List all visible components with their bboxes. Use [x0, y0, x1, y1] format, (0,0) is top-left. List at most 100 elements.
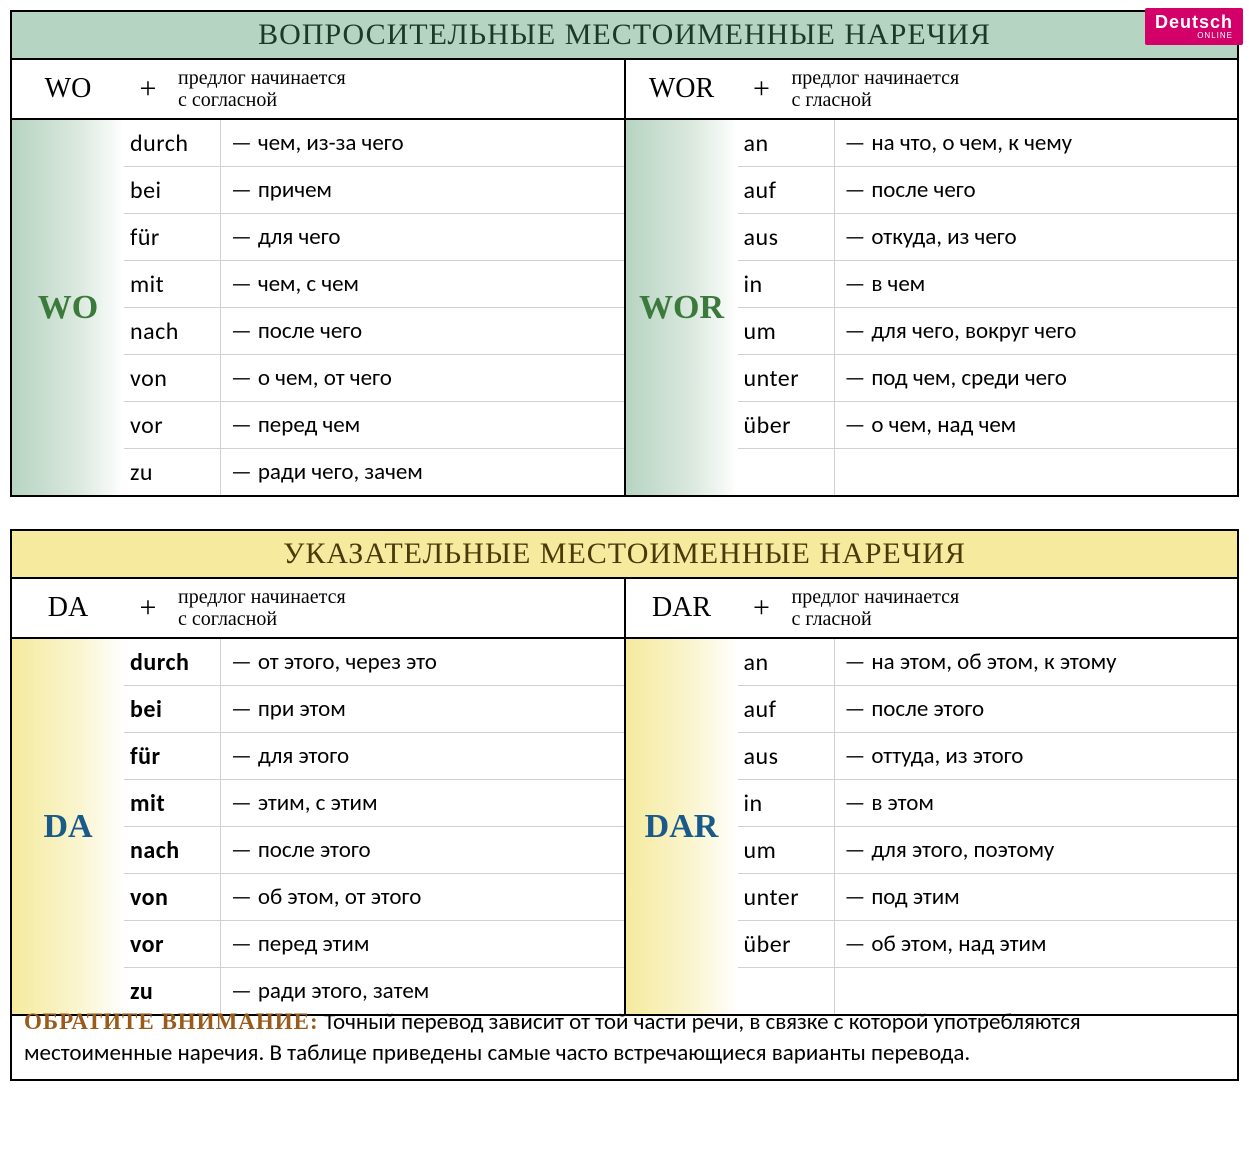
dash-icon: —	[845, 836, 866, 864]
table-row: auf— после этого	[738, 686, 1238, 733]
dash-icon: —	[231, 836, 252, 864]
preposition-cell: aus	[738, 223, 834, 252]
table-row: nach— после этого	[124, 827, 624, 874]
preposition-cell: von	[124, 883, 220, 912]
dash-icon: —	[231, 789, 252, 817]
dash-icon: —	[231, 648, 252, 676]
preposition-cell: in	[738, 789, 834, 818]
header-plus: +	[124, 591, 172, 625]
preposition-cell: zu	[124, 977, 220, 1006]
translation-cell: — от этого, через это	[220, 639, 624, 685]
dash-icon: —	[845, 648, 866, 676]
dash-icon: —	[231, 317, 252, 345]
column-0: WO+предлог начинаетсяс согласнойWOdurch—…	[12, 60, 626, 495]
translation-cell: — при этом	[220, 686, 624, 732]
table-row: aus— откуда, из чего	[738, 214, 1238, 261]
preposition-cell: durch	[124, 648, 220, 677]
table-row: auf— после чего	[738, 167, 1238, 214]
dash-icon: —	[231, 930, 252, 958]
preposition-cell: mit	[124, 270, 220, 299]
header-prefix: DAR	[626, 588, 738, 628]
translation-cell: — в этом	[834, 780, 1238, 826]
table-row: zu— ради чего, зачем	[124, 449, 624, 495]
dash-icon: —	[231, 364, 252, 392]
table-row: von— об этом, от этого	[124, 874, 624, 921]
dash-icon: —	[231, 458, 252, 486]
table-row	[738, 449, 1238, 495]
translation-cell: — о чем, над чем	[834, 402, 1238, 448]
header-note: предлог начинаетсяс согласной	[172, 582, 624, 634]
column-0: DA+предлог начинаетсяс согласнойDAdurch—…	[12, 579, 626, 1014]
translation-cell: — откуда, из чего	[834, 214, 1238, 260]
translation-cell: — ради чего, зачем	[220, 449, 624, 495]
translation-cell: — о чем, от чего	[220, 355, 624, 401]
table-row: vor— перед чем	[124, 402, 624, 449]
table-row: nach— после чего	[124, 308, 624, 355]
column-header: WO+предлог начинаетсяс согласной	[12, 60, 624, 120]
header-prefix: WOR	[626, 69, 738, 109]
preposition-cell: von	[124, 364, 220, 393]
translation-cell: — для чего	[220, 214, 624, 260]
translation-cell: — для этого, поэтому	[834, 827, 1238, 873]
column-1: DAR+предлог начинаетсяс гласнойDARan— на…	[626, 579, 1238, 1014]
dash-icon: —	[231, 977, 252, 1005]
header-plus: +	[738, 72, 786, 106]
table-row: unter— под этим	[738, 874, 1238, 921]
translation-cell: — перед чем	[220, 402, 624, 448]
dash-icon: —	[845, 223, 866, 251]
table-row: mit— этим, с этим	[124, 780, 624, 827]
translation-cell: — после чего	[220, 308, 624, 354]
dash-icon: —	[845, 176, 866, 204]
dash-icon: —	[845, 789, 866, 817]
section-title: УКАЗАТЕЛЬНЫЕ МЕСТОИМЕННЫЕ НАРЕЧИЯ	[12, 531, 1237, 579]
header-note: предлог начинаетсяс гласной	[786, 63, 1238, 115]
preposition-cell: über	[738, 411, 834, 440]
preposition-cell: um	[738, 317, 834, 346]
translation-cell: — для чего, вокруг чего	[834, 308, 1238, 354]
translation-cell: — после чего	[834, 167, 1238, 213]
translation-cell: — под чем, среди чего	[834, 355, 1238, 401]
section-1: УКАЗАТЕЛЬНЫЕ МЕСТОИМЕННЫЕ НАРЕЧИЯDA+пред…	[10, 529, 1239, 1016]
translation-cell: — после этого	[834, 686, 1238, 732]
preposition-cell: in	[738, 270, 834, 299]
dash-icon: —	[231, 129, 252, 157]
section-0: ВОПРОСИТЕЛЬНЫЕ МЕСТОИМЕННЫЕ НАРЕЧИЯDeuts…	[10, 10, 1239, 497]
preposition-cell: bei	[124, 695, 220, 724]
translation-cell: — причем	[220, 167, 624, 213]
preposition-cell: über	[738, 930, 834, 959]
dash-icon: —	[231, 883, 252, 911]
preposition-cell: nach	[124, 836, 220, 865]
table-row: aus— оттуда, из этого	[738, 733, 1238, 780]
column-header: DAR+предлог начинаетсяс гласной	[626, 579, 1238, 639]
translation-cell	[834, 449, 1238, 495]
header-plus: +	[738, 591, 786, 625]
preposition-cell: für	[124, 742, 220, 771]
translation-cell: — чем, из-за чего	[220, 120, 624, 166]
translation-cell: — оттуда, из этого	[834, 733, 1238, 779]
dash-icon: —	[231, 742, 252, 770]
section-title: ВОПРОСИТЕЛЬНЫЕ МЕСТОИМЕННЫЕ НАРЕЧИЯDeuts…	[12, 12, 1237, 60]
dash-icon: —	[231, 411, 252, 439]
table-row: um— для этого, поэтому	[738, 827, 1238, 874]
preposition-cell: an	[738, 129, 834, 158]
preposition-cell: aus	[738, 742, 834, 771]
translation-cell: — перед этим	[220, 921, 624, 967]
preposition-cell: um	[738, 836, 834, 865]
translation-cell: — под этим	[834, 874, 1238, 920]
dash-icon: —	[231, 695, 252, 723]
translation-cell: — этим, с этим	[220, 780, 624, 826]
translation-cell: — на что, о чем, к чему	[834, 120, 1238, 166]
stem-label: DA	[12, 639, 124, 1014]
column-header: WOR+предлог начинаетсяс гласной	[626, 60, 1238, 120]
translation-cell: — чем, с чем	[220, 261, 624, 307]
stem-label: DAR	[626, 639, 738, 1014]
stem-label: WO	[12, 120, 124, 495]
preposition-cell: vor	[124, 930, 220, 959]
table-row: bei— причем	[124, 167, 624, 214]
dash-icon: —	[231, 223, 252, 251]
column-1: WOR+предлог начинаетсяс гласнойWORan— на…	[626, 60, 1238, 495]
preposition-cell: auf	[738, 695, 834, 724]
dash-icon: —	[845, 930, 866, 958]
dash-icon: —	[845, 270, 866, 298]
table-row: durch— чем, из-за чего	[124, 120, 624, 167]
